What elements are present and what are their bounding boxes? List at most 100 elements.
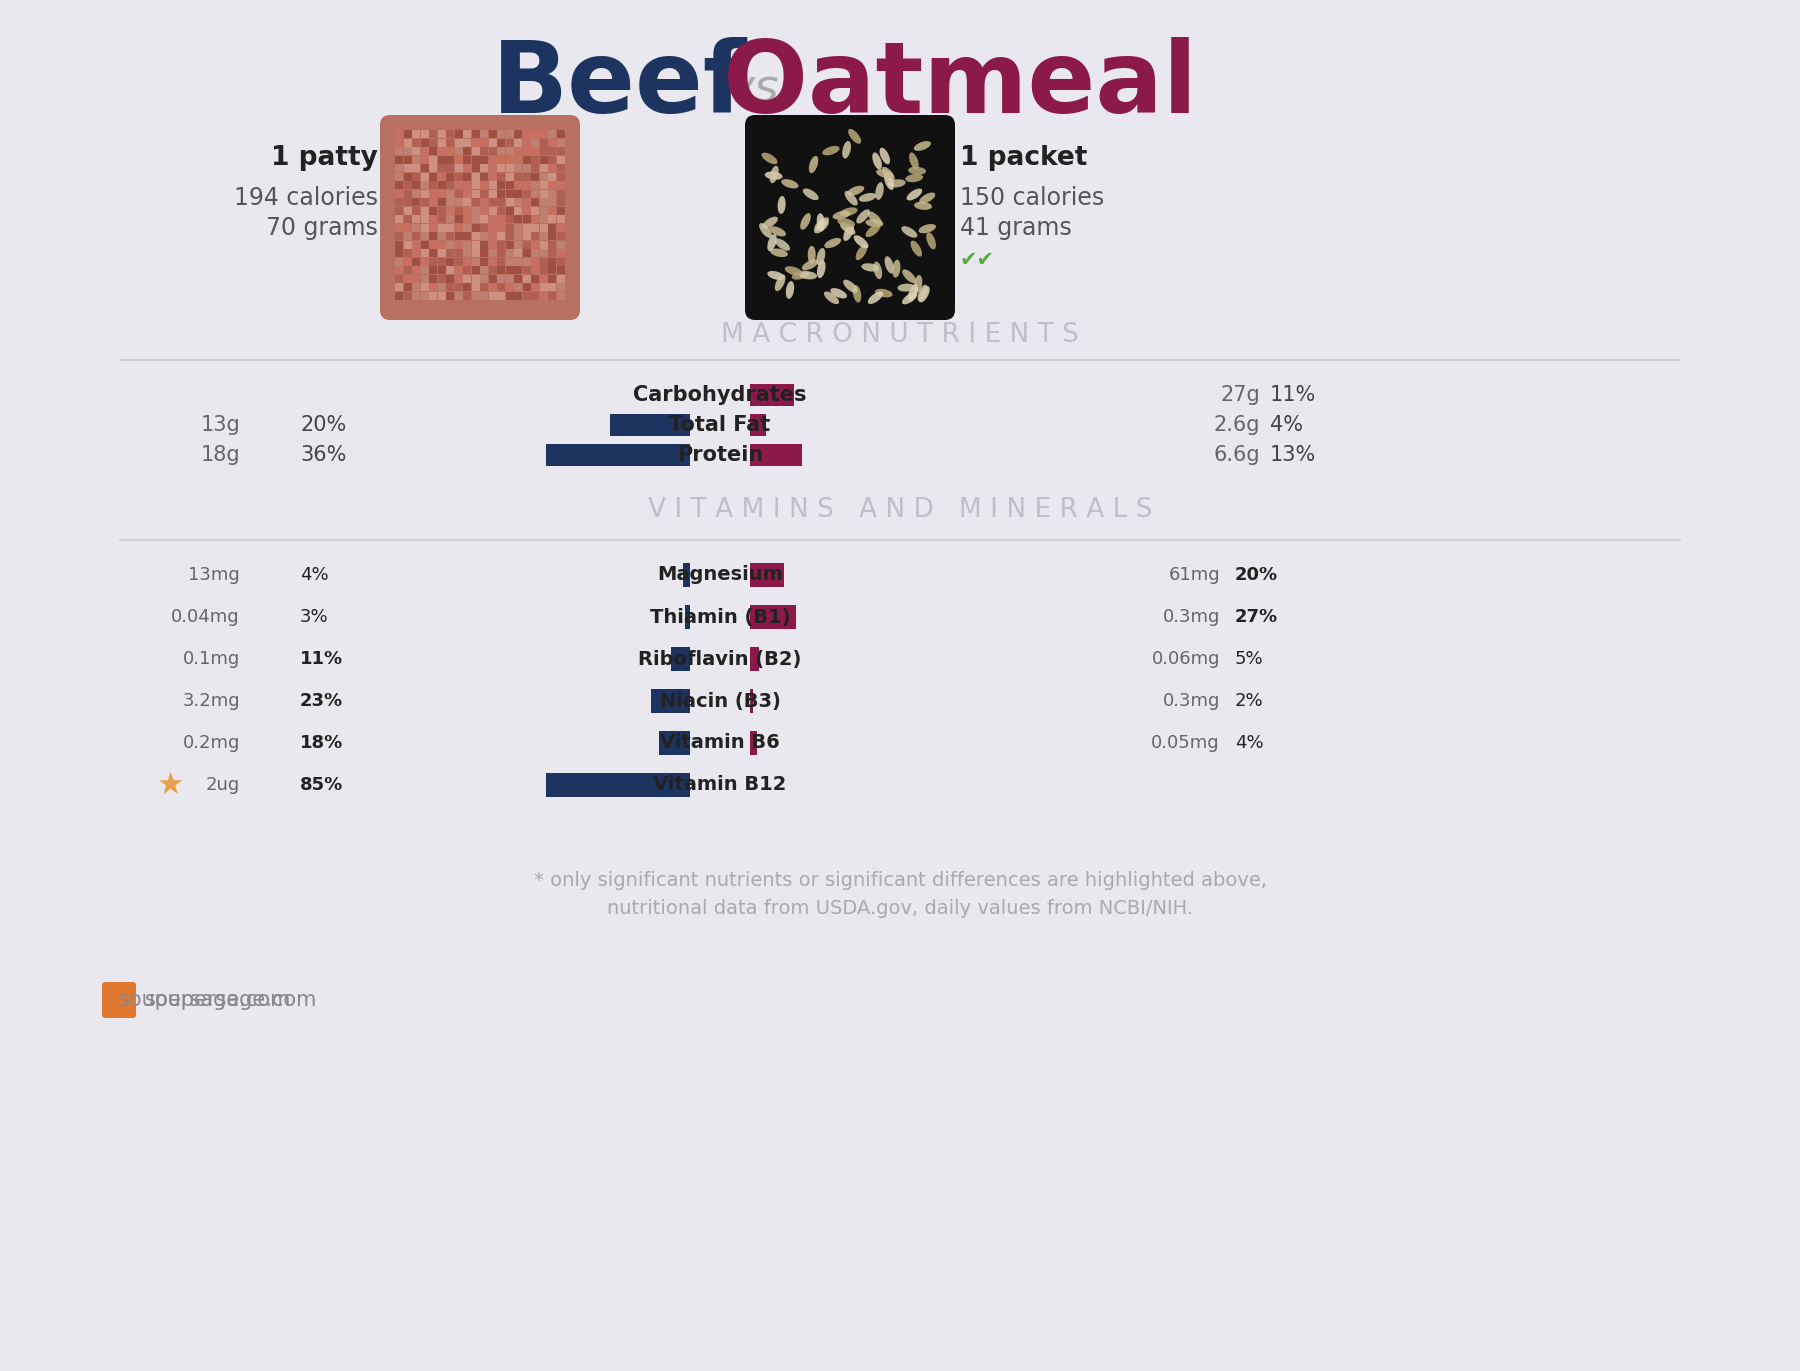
Ellipse shape bbox=[857, 285, 875, 293]
Bar bbox=[488, 138, 497, 147]
Bar bbox=[515, 165, 522, 171]
Bar bbox=[488, 258, 497, 266]
Bar bbox=[472, 223, 479, 232]
Bar bbox=[446, 147, 454, 155]
Bar bbox=[506, 155, 513, 163]
Ellipse shape bbox=[837, 280, 850, 295]
Bar bbox=[522, 258, 531, 266]
Bar bbox=[515, 181, 522, 189]
Ellipse shape bbox=[880, 140, 895, 152]
Ellipse shape bbox=[801, 154, 819, 162]
Bar bbox=[428, 292, 437, 299]
Bar bbox=[547, 173, 556, 181]
Bar bbox=[472, 292, 479, 299]
Bar bbox=[515, 292, 522, 299]
Text: soupersage.com: soupersage.com bbox=[119, 990, 292, 1010]
Text: 1 patty: 1 patty bbox=[272, 145, 378, 171]
Bar bbox=[515, 189, 522, 197]
Bar bbox=[403, 250, 412, 256]
Bar bbox=[506, 274, 513, 282]
Bar bbox=[463, 282, 472, 291]
Bar bbox=[522, 274, 531, 282]
Bar bbox=[540, 147, 547, 155]
Bar bbox=[515, 223, 522, 232]
Bar bbox=[522, 266, 531, 274]
Text: 36%: 36% bbox=[301, 446, 346, 465]
Bar bbox=[540, 292, 547, 299]
Bar bbox=[488, 189, 497, 197]
Bar bbox=[506, 223, 513, 232]
Bar bbox=[421, 274, 428, 282]
Ellipse shape bbox=[877, 138, 893, 149]
Ellipse shape bbox=[886, 244, 898, 260]
Bar bbox=[540, 215, 547, 223]
Ellipse shape bbox=[832, 213, 850, 221]
Bar bbox=[515, 173, 522, 181]
Text: 2%: 2% bbox=[1235, 692, 1264, 710]
Bar bbox=[522, 223, 531, 232]
Bar bbox=[463, 250, 472, 256]
Ellipse shape bbox=[839, 185, 851, 200]
Ellipse shape bbox=[846, 129, 855, 147]
Ellipse shape bbox=[812, 174, 828, 184]
Ellipse shape bbox=[846, 155, 862, 167]
Bar bbox=[488, 282, 497, 291]
Bar bbox=[522, 173, 531, 181]
Bar bbox=[463, 181, 472, 189]
Bar bbox=[506, 147, 513, 155]
Bar bbox=[437, 282, 446, 291]
Text: 0.2mg: 0.2mg bbox=[182, 733, 239, 753]
Ellipse shape bbox=[781, 167, 792, 184]
Bar bbox=[531, 223, 538, 232]
Bar bbox=[446, 282, 454, 291]
Ellipse shape bbox=[763, 228, 781, 237]
Bar bbox=[522, 232, 531, 240]
Bar bbox=[531, 274, 538, 282]
Bar bbox=[463, 173, 472, 181]
Bar bbox=[481, 215, 488, 223]
Bar bbox=[488, 223, 497, 232]
Bar bbox=[488, 215, 497, 223]
Bar bbox=[547, 165, 556, 171]
Bar bbox=[446, 189, 454, 197]
Bar bbox=[547, 223, 556, 232]
Bar bbox=[547, 147, 556, 155]
Ellipse shape bbox=[828, 178, 846, 188]
Bar bbox=[472, 282, 479, 291]
Ellipse shape bbox=[814, 273, 830, 284]
Bar bbox=[472, 165, 479, 171]
Bar bbox=[481, 282, 488, 291]
Bar bbox=[652, 690, 689, 713]
Bar bbox=[522, 250, 531, 256]
Text: 194 calories: 194 calories bbox=[234, 186, 378, 210]
Bar bbox=[481, 274, 488, 282]
Ellipse shape bbox=[778, 204, 794, 214]
Bar bbox=[394, 138, 403, 147]
Bar bbox=[428, 138, 437, 147]
Bar bbox=[506, 130, 513, 138]
Bar bbox=[412, 232, 419, 240]
Bar bbox=[540, 223, 547, 232]
Bar bbox=[497, 189, 506, 197]
Bar bbox=[531, 197, 538, 206]
Bar bbox=[497, 181, 506, 189]
Bar bbox=[531, 147, 538, 155]
Ellipse shape bbox=[821, 255, 830, 273]
Bar bbox=[481, 155, 488, 163]
Text: 13g: 13g bbox=[200, 415, 239, 435]
Bar bbox=[506, 215, 513, 223]
Bar bbox=[497, 130, 506, 138]
Bar bbox=[481, 223, 488, 232]
Bar bbox=[751, 384, 794, 406]
Bar bbox=[540, 130, 547, 138]
Bar bbox=[751, 690, 754, 713]
Bar bbox=[394, 266, 403, 274]
Ellipse shape bbox=[851, 228, 859, 245]
Text: 0.1mg: 0.1mg bbox=[184, 650, 239, 668]
Bar bbox=[454, 250, 463, 256]
Bar bbox=[488, 292, 497, 299]
Bar bbox=[488, 207, 497, 214]
Bar bbox=[522, 282, 531, 291]
Bar bbox=[506, 266, 513, 274]
Bar bbox=[751, 647, 758, 670]
